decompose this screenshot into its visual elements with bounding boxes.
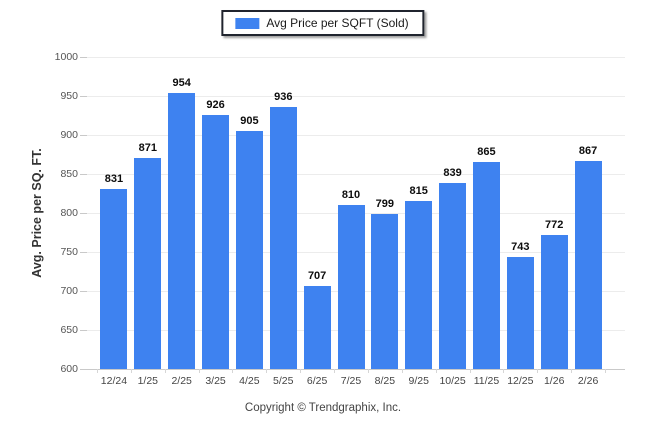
x-axis-category-label: 2/25	[171, 375, 192, 387]
x-axis-category-label: 6/25	[306, 375, 328, 387]
bar	[269, 106, 297, 369]
y-axis-tick	[80, 96, 87, 97]
x-axis-category-label: 2/26	[577, 375, 599, 387]
legend-swatch-icon	[235, 17, 260, 29]
y-axis-tick-label: 650	[60, 324, 78, 336]
bar	[337, 205, 365, 369]
x-axis-category-label: 9/25	[408, 375, 429, 387]
x-axis-category-label: 12/25	[507, 375, 534, 387]
y-axis-tick-label: 1000	[54, 51, 78, 63]
gridline	[87, 135, 625, 136]
y-axis-tick	[80, 213, 87, 214]
bar-value-label: 831	[104, 172, 124, 185]
y-axis-tick-label: 950	[60, 90, 78, 102]
bar-value-label: 954	[172, 76, 191, 89]
x-axis-category-label: 3/25	[205, 375, 226, 387]
plot-area: 600 650 700 750 800 850 900 950 1000 831 12/24 871 1…	[55, 51, 625, 387]
copyright-text: Copyright © Trendgraphix, Inc.	[244, 402, 402, 414]
bar	[506, 257, 534, 369]
y-axis-tick-label: 750	[60, 246, 78, 258]
x-axis-tick	[503, 369, 505, 373]
gridline	[87, 96, 625, 97]
bar-value-label: 936	[274, 90, 293, 103]
y-axis-tick	[80, 330, 87, 331]
chart-legend: Avg Price per SQFT (Sold)	[221, 10, 425, 36]
x-axis-category-label: 5/25	[273, 375, 294, 387]
bar	[168, 92, 196, 369]
x-axis-category-label: 8/25	[374, 375, 396, 387]
y-axis-tick	[80, 369, 87, 370]
x-axis-tick	[435, 369, 437, 373]
bar-value-label: 867	[578, 144, 598, 157]
y-axis-tick-label: 850	[60, 168, 78, 180]
bar-value-label: 799	[375, 197, 395, 210]
x-axis-tick	[334, 369, 336, 373]
y-axis-tick	[80, 174, 87, 175]
gridline	[87, 57, 625, 58]
x-axis-tick	[130, 369, 132, 373]
x-axis-tick	[232, 369, 234, 373]
bar	[100, 188, 128, 369]
bar	[472, 162, 500, 369]
x-axis-tick	[266, 369, 268, 373]
bar-value-label: 743	[511, 241, 530, 254]
bar-value-label: 707	[307, 269, 327, 282]
bar	[405, 201, 433, 369]
bar-value-label: 839	[443, 166, 462, 179]
x-axis-tick	[164, 369, 166, 373]
y-axis-tick	[80, 252, 87, 253]
gridline	[87, 174, 625, 175]
x-axis-category-label: 1/25	[137, 375, 159, 387]
bar	[574, 160, 602, 369]
x-axis-category-label: 4/25	[239, 375, 260, 387]
bar	[439, 182, 467, 369]
x-axis-tick	[605, 369, 606, 373]
bar-value-label: 871	[138, 141, 157, 154]
y-axis-tick-label: 800	[60, 207, 78, 219]
bar	[202, 114, 230, 369]
x-axis-category-label: 10/25	[439, 375, 466, 387]
x-axis-category-label: 12/24	[100, 375, 128, 387]
bar-value-label: 815	[409, 185, 428, 198]
x-axis-tick	[300, 369, 302, 373]
y-axis-tick	[80, 135, 87, 136]
bar-value-label: 905	[240, 115, 259, 128]
x-axis-tick	[367, 369, 369, 373]
bar	[371, 213, 399, 369]
bar	[303, 285, 331, 369]
x-axis-category-label: 7/25	[340, 375, 362, 387]
x-axis-tick	[469, 369, 471, 373]
bar-value-label: 926	[206, 98, 225, 111]
bar	[134, 157, 162, 369]
x-axis-tick	[401, 369, 403, 373]
x-axis-tick	[571, 369, 573, 373]
bar-value-label: 810	[341, 189, 361, 202]
y-axis-tick-label: 900	[60, 129, 78, 141]
y-axis-tick-label: 700	[60, 285, 78, 297]
x-axis-tick	[537, 369, 539, 373]
y-axis-tick-label: 600	[60, 363, 78, 375]
y-axis-tick	[80, 291, 87, 292]
bar-value-label: 865	[477, 146, 496, 159]
x-axis-tick	[97, 369, 98, 373]
bar	[540, 234, 568, 369]
x-axis-category-label: 1/26	[543, 375, 565, 387]
x-axis-tick	[198, 369, 200, 373]
bar	[235, 131, 263, 369]
x-axis-category-label: 11/25	[473, 375, 500, 387]
bar-value-label: 772	[545, 218, 564, 231]
legend-label: Avg Price per SQFT (Sold)	[266, 16, 409, 30]
y-axis-tick	[80, 57, 87, 58]
